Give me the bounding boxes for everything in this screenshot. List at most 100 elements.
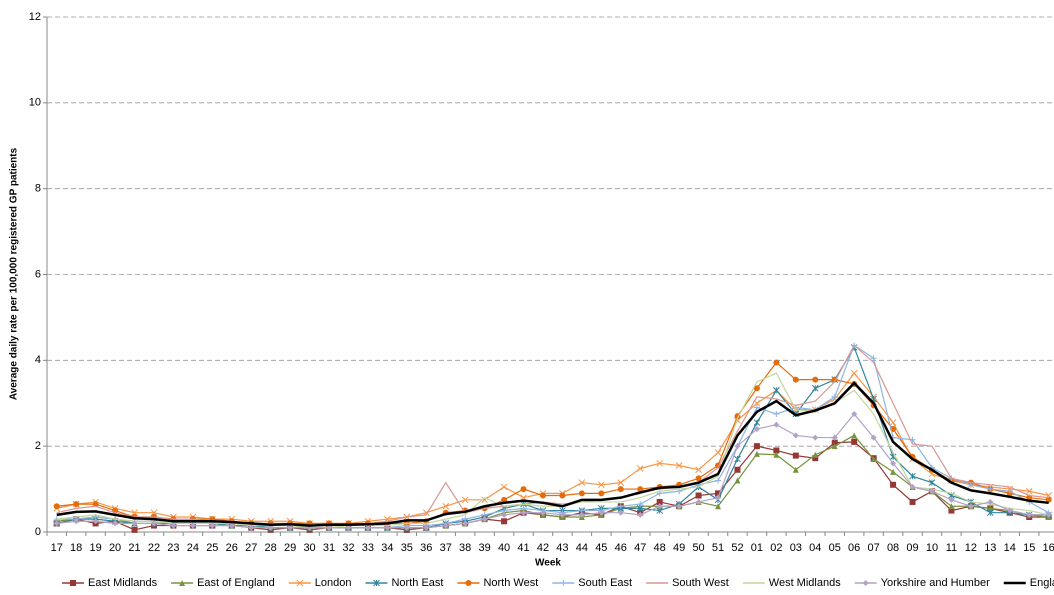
x-tick-label: 13 [984, 542, 996, 554]
marker [948, 507, 955, 514]
marker [131, 526, 138, 533]
y-axis-label: Average daily rate per 100,000 registere… [9, 147, 20, 400]
legend-marker [179, 580, 186, 586]
x-tick-label: 12 [965, 542, 977, 554]
marker [442, 522, 449, 529]
x-tick-label: 46 [615, 542, 627, 554]
marker [715, 490, 722, 497]
x-tick-label: 10 [926, 542, 938, 554]
legend-label: West Midlands [769, 577, 841, 589]
marker [889, 419, 897, 426]
x-tick-label: 30 [303, 542, 315, 554]
marker [539, 492, 546, 499]
x-tick-label: 37 [440, 542, 452, 554]
marker [870, 456, 877, 463]
marker [637, 511, 644, 518]
legend-label: East of England [197, 577, 275, 589]
legend-label: London [315, 577, 352, 589]
marker [500, 483, 508, 491]
marker [987, 505, 994, 512]
marker [228, 522, 235, 529]
y-tick-label: 6 [35, 268, 41, 280]
marker [598, 490, 605, 497]
x-tick-label: 28 [265, 542, 277, 554]
y-tick-label: 4 [35, 354, 41, 366]
legend-label: England [1030, 577, 1054, 589]
marker [131, 520, 138, 527]
marker [890, 481, 897, 488]
marker [773, 359, 780, 366]
marker [812, 455, 819, 462]
legend-marker [70, 580, 76, 586]
series-line [56, 441, 1049, 531]
marker [753, 443, 760, 450]
series-line [56, 372, 1049, 529]
x-tick-label: 11 [946, 542, 957, 554]
marker [870, 355, 877, 362]
marker [831, 393, 838, 400]
x-tick-label: 18 [70, 542, 82, 554]
marker [753, 419, 761, 426]
marker [267, 524, 274, 531]
marker [617, 486, 624, 493]
marker [987, 486, 994, 493]
x-tick-label: 08 [887, 542, 899, 554]
x-tick-label: 02 [770, 542, 782, 554]
marker [792, 432, 799, 439]
marker [462, 520, 469, 527]
x-tick-label: 25 [206, 542, 218, 554]
marker [870, 434, 877, 441]
marker [695, 475, 702, 482]
x-tick-label: 06 [848, 542, 860, 554]
marker [92, 518, 99, 525]
marker [345, 524, 352, 531]
x-tick-label: 52 [731, 542, 743, 554]
y-tick-label: 8 [35, 183, 41, 195]
marker [928, 479, 936, 486]
legend-label: Yorkshire and Humber [881, 577, 990, 589]
marker [753, 426, 760, 432]
marker [1045, 496, 1052, 503]
marker [831, 434, 838, 441]
x-tick-label: 14 [1004, 542, 1016, 554]
marker [189, 522, 196, 529]
marker [559, 492, 566, 499]
x-tick-label: 31 [323, 542, 335, 554]
marker [209, 522, 216, 529]
marker [695, 466, 702, 474]
marker [695, 498, 702, 505]
x-tick-label: 19 [90, 542, 102, 554]
marker [364, 524, 371, 531]
legend-label: North West [483, 577, 538, 589]
marker [461, 496, 469, 504]
marker [73, 501, 80, 508]
marker [734, 466, 741, 473]
x-tick-label: 51 [712, 542, 724, 554]
marker [773, 451, 780, 458]
x-tick-label: 33 [362, 542, 374, 554]
marker [617, 503, 624, 510]
marker [851, 438, 858, 445]
series-line [56, 346, 1049, 529]
marker [812, 451, 819, 458]
x-tick-label: 20 [109, 542, 121, 554]
marker [792, 452, 799, 459]
marker [150, 520, 157, 527]
marker [675, 462, 683, 469]
x-tick-label: 35 [401, 542, 413, 554]
marker [539, 509, 546, 516]
marker [656, 503, 663, 510]
marker [131, 509, 138, 517]
legend-marker [465, 580, 472, 586]
marker [811, 384, 819, 392]
marker [812, 434, 819, 441]
legend-label: South West [672, 577, 729, 589]
series-line [56, 413, 1049, 529]
x-tick-label: 16 [1043, 542, 1054, 554]
x-tick-label: 04 [809, 542, 821, 554]
x-tick-label: 24 [187, 542, 199, 554]
marker [578, 511, 585, 518]
x-tick-label: 47 [634, 542, 646, 554]
marker [753, 385, 760, 392]
marker [248, 524, 255, 531]
